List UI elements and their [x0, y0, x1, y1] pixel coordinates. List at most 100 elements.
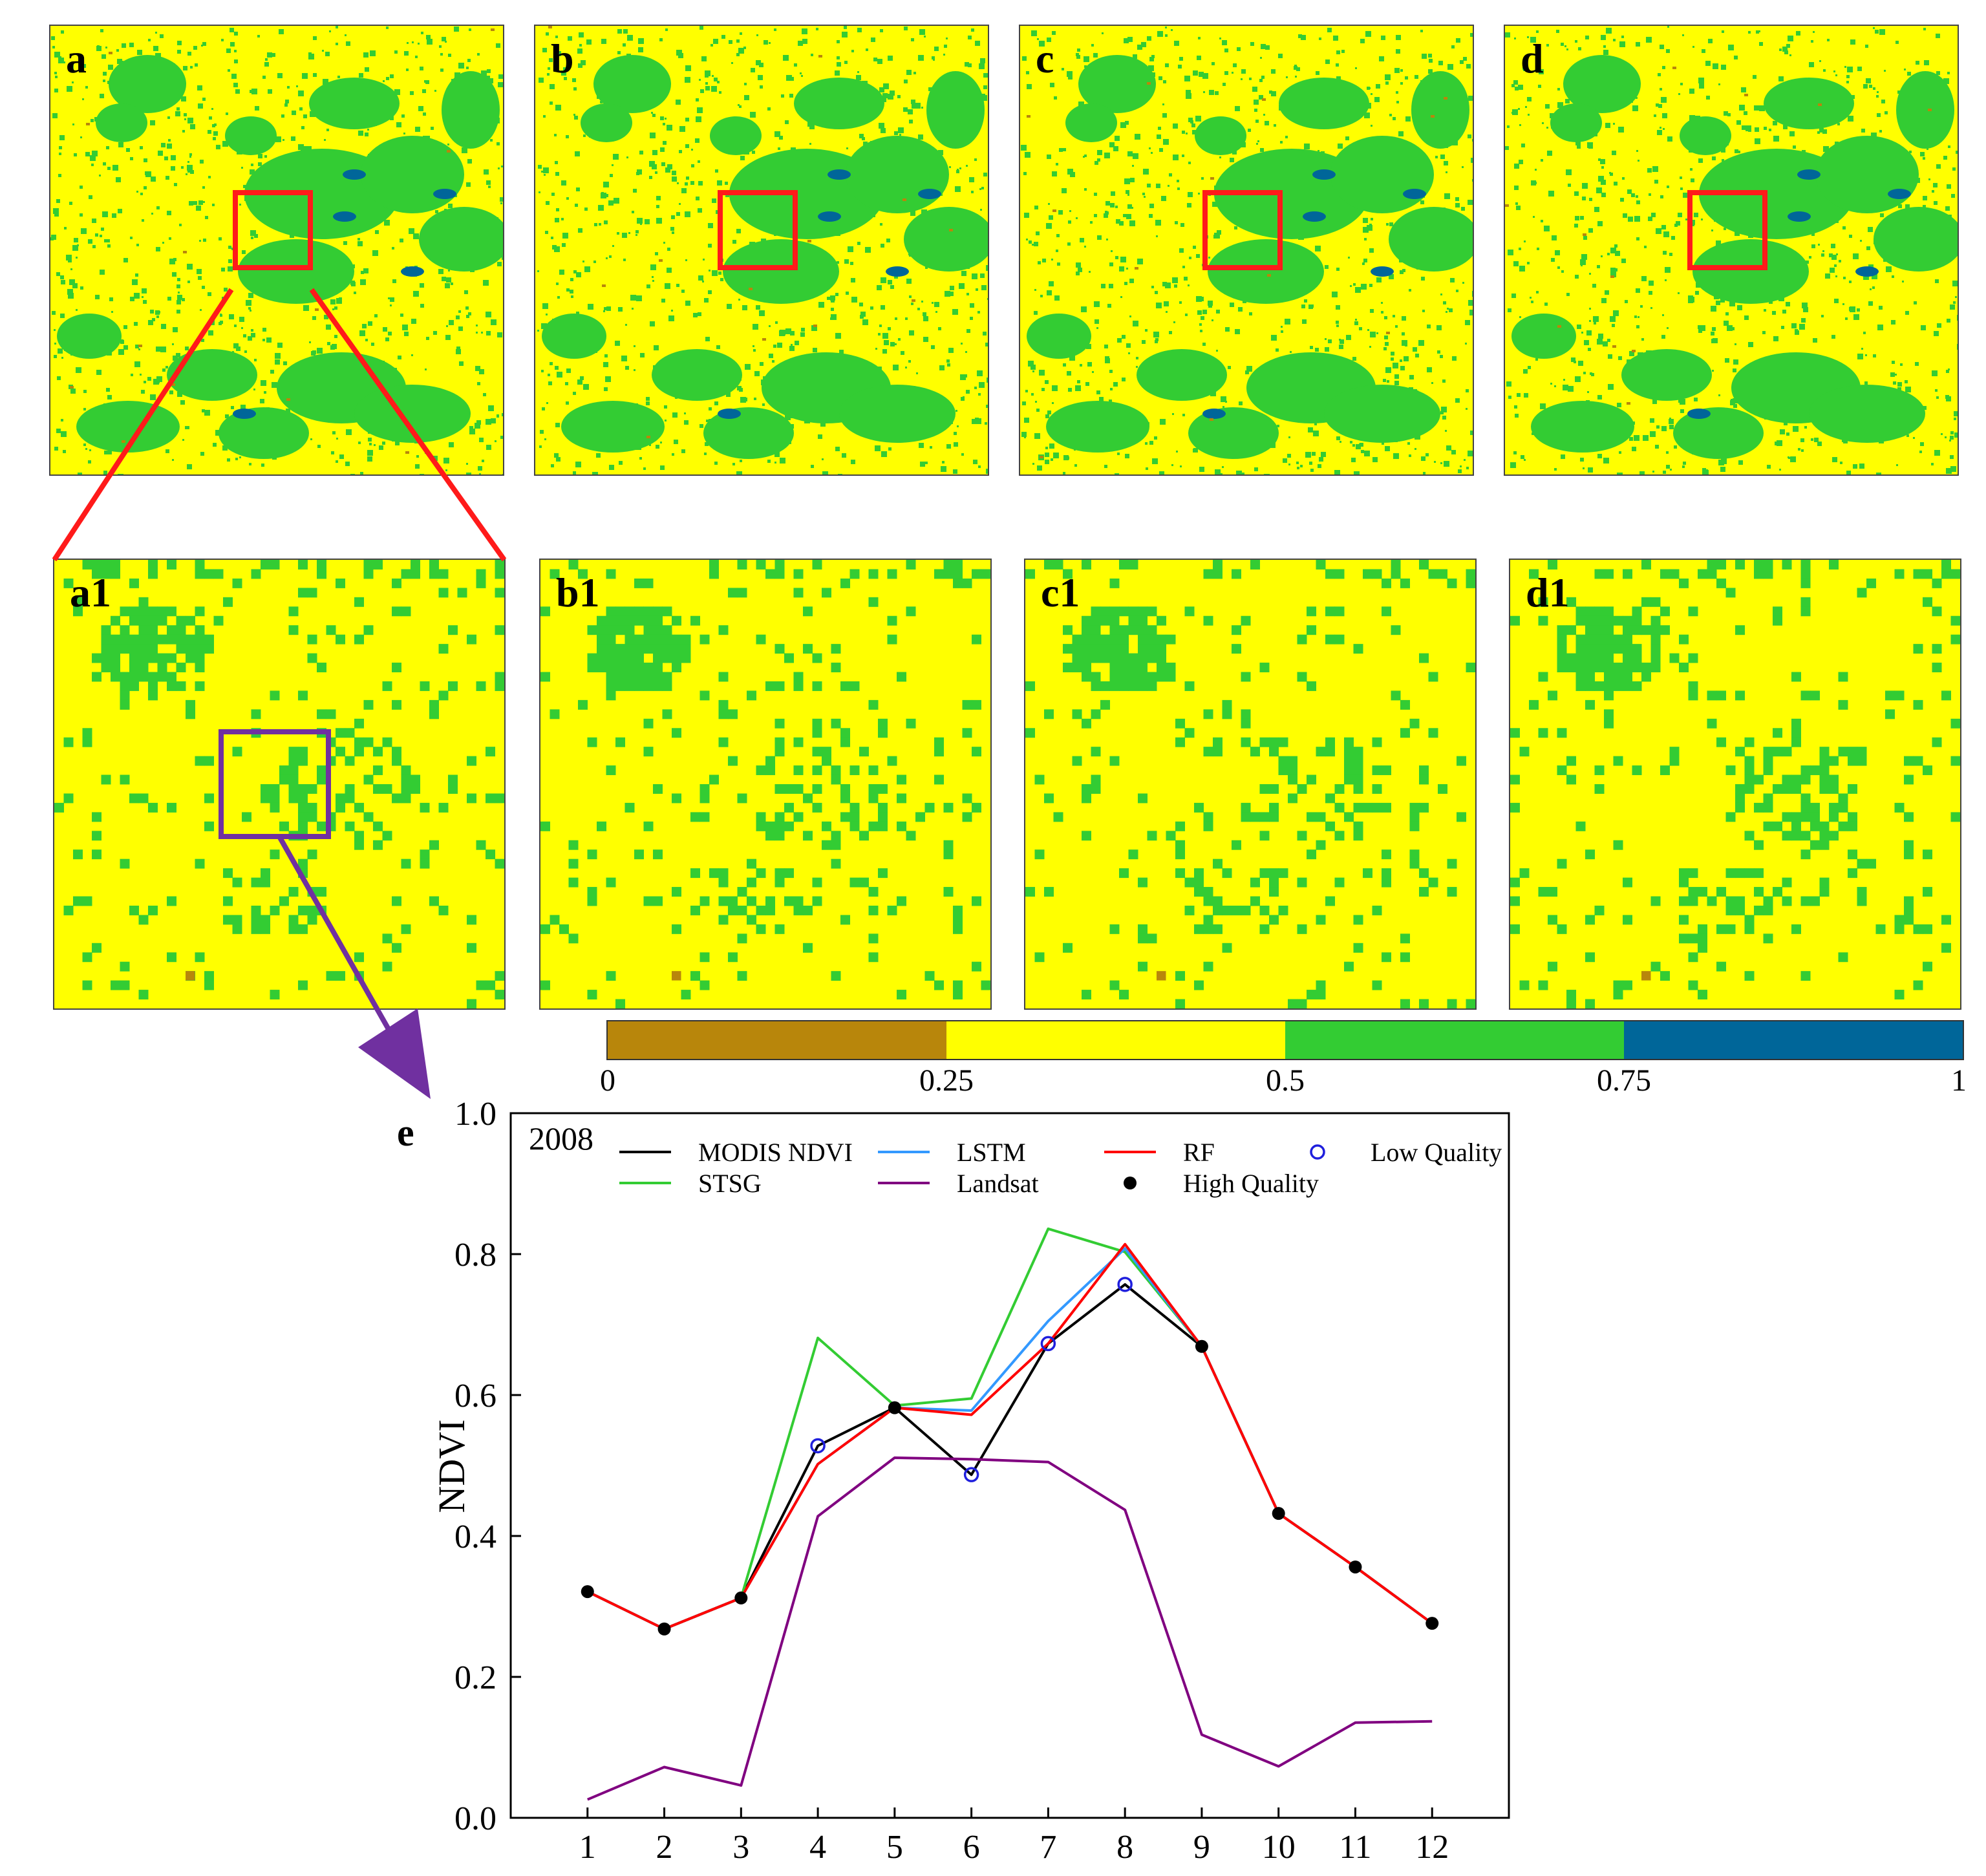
vegetation-pixel: [540, 980, 550, 990]
vegetation-speck: [835, 447, 840, 451]
vegetation-speck: [546, 32, 549, 36]
vegetation-speck: [1081, 123, 1083, 125]
vegetation-speck: [1172, 277, 1178, 283]
vegetation-speck: [809, 124, 815, 129]
vegetation-speck: [802, 180, 804, 182]
vegetation-speck: [1032, 463, 1034, 465]
vegetation-speck: [649, 444, 651, 446]
vegetation-speck: [117, 86, 122, 91]
vegetation-pixel: [1941, 560, 1951, 570]
vegetation-speck: [168, 82, 171, 85]
vegetation-speck: [451, 230, 454, 233]
vegetation-speck: [1342, 382, 1345, 385]
vegetation-speck: [888, 447, 892, 451]
vegetation-speck: [488, 78, 493, 83]
vegetation-speck: [1087, 362, 1092, 367]
vegetation-speck: [1910, 91, 1915, 95]
vegetation-speck: [1119, 221, 1124, 226]
vegetation-speck: [130, 237, 133, 239]
vegetation-speck: [709, 270, 710, 272]
vegetation-speck: [650, 321, 655, 326]
vegetation-speck: [1523, 69, 1525, 71]
vegetation-speck: [579, 44, 582, 47]
map-panel-a: a: [49, 25, 504, 476]
vegetation-pixel: [1782, 747, 1792, 757]
vegetation-speck: [1365, 31, 1371, 37]
vegetation-speck: [1336, 436, 1340, 440]
vegetation-speck: [451, 89, 456, 94]
vegetation-speck: [1052, 31, 1056, 35]
vegetation-speck: [1603, 45, 1606, 48]
vegetation-pixel: [1353, 644, 1363, 654]
vegetation-speck: [1304, 144, 1310, 149]
vegetation-speck: [1179, 301, 1182, 304]
vegetation-speck: [1110, 85, 1115, 90]
vegetation-speck: [931, 345, 935, 349]
vegetation-speck: [341, 382, 347, 388]
vegetation-speck: [1706, 96, 1710, 100]
vegetation-speck: [1182, 266, 1185, 268]
vegetation-speck: [1076, 217, 1078, 219]
vegetation-pixel: [1157, 663, 1166, 672]
vegetation-speck: [982, 94, 985, 97]
vegetation-pixel: [401, 765, 411, 776]
vegetation-speck: [705, 82, 708, 85]
vegetation-speck: [987, 298, 988, 300]
vegetation-speck: [1713, 127, 1716, 130]
vegetation-speck: [871, 434, 876, 440]
vegetation-pixel: [699, 952, 710, 963]
vegetation-pixel: [1941, 690, 1951, 701]
vegetation-speck: [1658, 104, 1662, 108]
vegetation-speck: [1769, 217, 1773, 221]
vegetation-speck: [1269, 409, 1275, 414]
vegetation-speck: [1755, 138, 1760, 144]
vegetation-speck: [1047, 155, 1051, 159]
vegetation-speck: [1124, 178, 1130, 184]
vegetation-speck: [1568, 184, 1571, 187]
vegetation-speck: [1643, 435, 1649, 441]
vegetation-pixel: [288, 774, 299, 785]
vegetation-speck: [1404, 356, 1409, 361]
vegetation-speck: [202, 286, 205, 289]
vegetation-speck: [1690, 220, 1695, 225]
vegetation-speck: [848, 195, 851, 199]
vegetation-speck: [339, 454, 344, 459]
vegetation-speck: [1829, 218, 1831, 220]
vegetation-speck: [1948, 368, 1950, 370]
vegetation-speck: [1310, 304, 1314, 308]
vegetation-speck: [1294, 65, 1297, 67]
vegetation-speck: [1842, 226, 1846, 229]
vegetation-speck: [106, 146, 109, 149]
vegetation-speck: [1692, 436, 1695, 439]
vegetation-speck: [594, 350, 597, 353]
vegetation-pixel: [82, 728, 92, 738]
vegetation-speck: [1623, 213, 1627, 218]
vegetation-speck: [1156, 303, 1162, 308]
vegetation-speck: [1069, 355, 1075, 361]
vegetation-speck: [655, 252, 658, 255]
vegetation-speck: [1045, 414, 1049, 418]
vegetation-speck: [250, 90, 253, 93]
vegetation-speck: [202, 366, 204, 368]
vegetation-pixel: [1157, 653, 1166, 663]
vegetation-speck: [465, 306, 469, 310]
vegetation-speck: [58, 58, 64, 63]
vegetation-speck: [1563, 379, 1565, 381]
vegetation-speck: [1195, 116, 1201, 122]
vegetation-pixel: [1091, 606, 1101, 617]
vegetation-pixel: [1650, 597, 1661, 607]
vegetation-speck: [137, 50, 142, 55]
vegetation-pixel: [606, 690, 616, 701]
vegetation-speck: [1804, 426, 1807, 429]
vegetation-speck: [541, 323, 547, 329]
vegetation-pixel: [363, 737, 374, 747]
vegetation-pixel: [382, 681, 392, 691]
vegetation-speck: [317, 254, 322, 259]
vegetation-pixel: [195, 756, 205, 766]
vegetation-speck: [1468, 300, 1473, 306]
vegetation-pixel: [63, 737, 74, 747]
vegetation-speck: [1466, 389, 1469, 392]
vegetation-pixel: [438, 644, 449, 654]
vegetation-speck: [1817, 418, 1821, 422]
vegetation-speck: [564, 77, 567, 80]
